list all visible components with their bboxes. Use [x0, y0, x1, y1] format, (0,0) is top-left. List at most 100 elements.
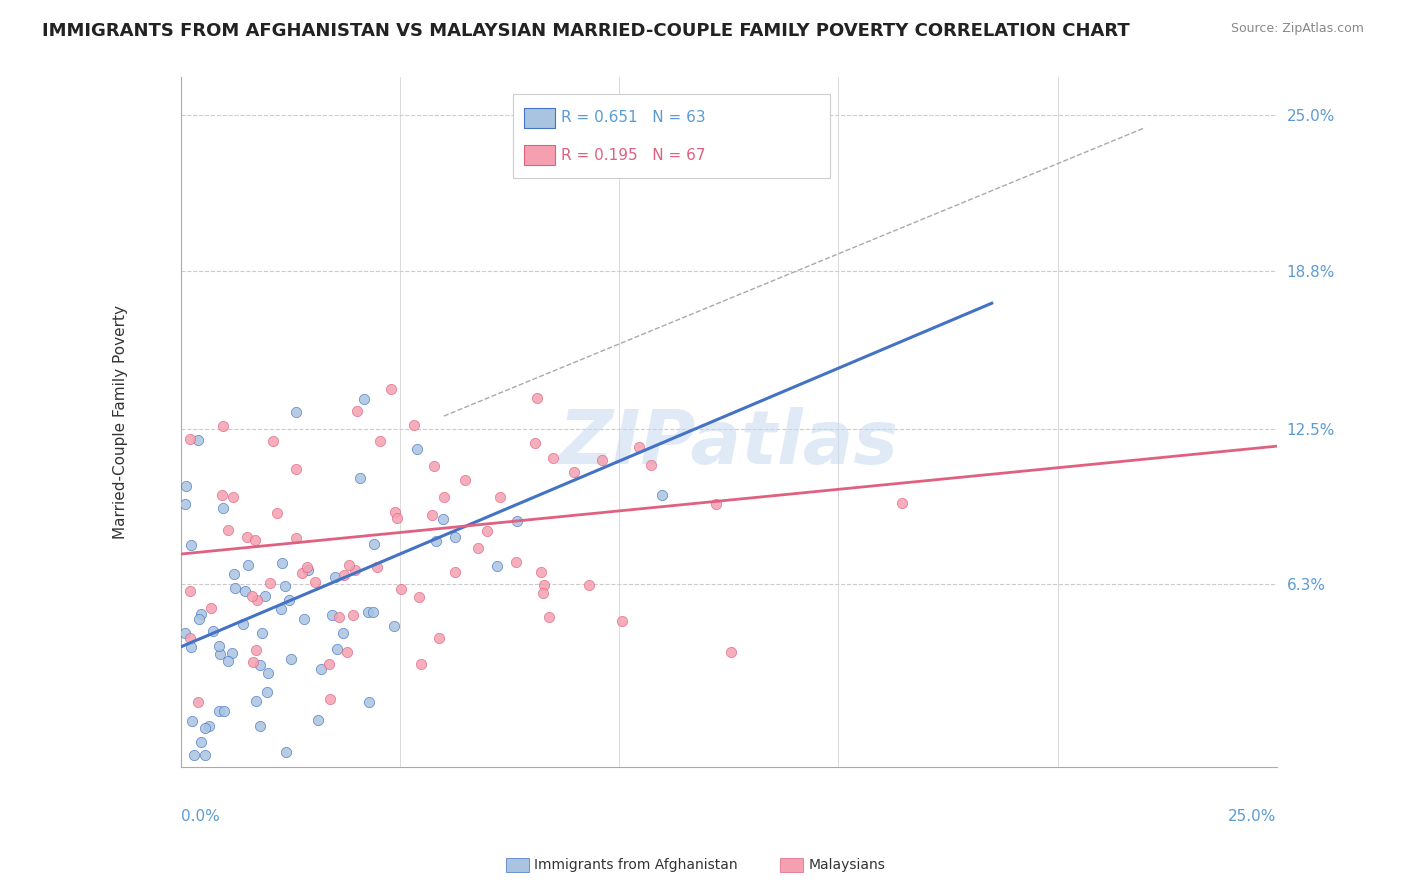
- Point: [276, 745, 298, 759]
- Point: [259, 576, 281, 591]
- Point: [246, 592, 269, 607]
- Point: [380, 382, 402, 396]
- Point: [270, 602, 292, 616]
- Text: Source: ZipAtlas.com: Source: ZipAtlas.com: [1230, 22, 1364, 36]
- Point: [486, 559, 509, 574]
- Point: [720, 645, 742, 659]
- Point: [337, 558, 360, 573]
- Point: [201, 624, 224, 638]
- Point: [236, 558, 259, 573]
- Point: [174, 498, 197, 512]
- Point: [190, 735, 212, 749]
- Point: [506, 514, 529, 528]
- Point: [651, 488, 673, 502]
- Point: [274, 579, 297, 593]
- Point: [309, 661, 332, 675]
- Point: [197, 719, 219, 733]
- Point: [187, 695, 209, 709]
- Point: [489, 490, 512, 504]
- Point: [562, 465, 585, 479]
- Point: [194, 747, 217, 762]
- Point: [256, 666, 278, 681]
- Text: 0.0%: 0.0%: [181, 809, 219, 823]
- Point: [343, 563, 366, 577]
- Point: [211, 488, 233, 502]
- Point: [233, 584, 256, 599]
- Point: [361, 605, 384, 619]
- Point: [640, 458, 662, 473]
- Point: [467, 541, 489, 555]
- Point: [174, 479, 197, 493]
- Point: [245, 693, 267, 707]
- Point: [209, 648, 232, 662]
- Point: [221, 646, 243, 660]
- Point: [453, 473, 475, 487]
- Point: [262, 434, 284, 448]
- Point: [357, 605, 380, 619]
- Text: IMMIGRANTS FROM AFGHANISTAN VS MALAYSIAN MARRIED-COUPLE FAMILY POVERTY CORRELATI: IMMIGRANTS FROM AFGHANISTAN VS MALAYSIAN…: [42, 22, 1130, 40]
- Point: [179, 584, 201, 599]
- Point: [280, 652, 302, 666]
- Point: [627, 441, 650, 455]
- Text: Immigrants from Afghanistan: Immigrants from Afghanistan: [534, 858, 738, 872]
- Point: [411, 657, 433, 671]
- Point: [443, 530, 465, 544]
- Point: [256, 685, 278, 699]
- Point: [180, 640, 202, 654]
- Point: [194, 721, 217, 735]
- Point: [180, 538, 202, 552]
- Point: [359, 695, 381, 709]
- Point: [297, 563, 319, 577]
- Point: [179, 632, 201, 646]
- Point: [307, 713, 329, 727]
- Point: [541, 451, 564, 466]
- Point: [591, 452, 613, 467]
- Point: [526, 391, 548, 405]
- Point: [425, 534, 447, 549]
- Point: [253, 589, 276, 603]
- Point: [353, 392, 375, 407]
- Point: [232, 617, 254, 632]
- Point: [249, 719, 271, 733]
- Point: [333, 567, 356, 582]
- Point: [384, 505, 406, 519]
- Point: [444, 565, 467, 579]
- Point: [243, 533, 266, 547]
- Point: [236, 530, 259, 544]
- Point: [187, 433, 209, 447]
- Point: [250, 625, 273, 640]
- Text: R = 0.651   N = 63: R = 0.651 N = 63: [561, 111, 706, 125]
- Point: [319, 692, 342, 706]
- Text: R = 0.195   N = 67: R = 0.195 N = 67: [561, 148, 706, 162]
- Point: [242, 655, 264, 669]
- Point: [389, 582, 412, 597]
- Point: [363, 537, 385, 551]
- Point: [292, 612, 315, 626]
- Point: [240, 590, 263, 604]
- Point: [318, 657, 340, 671]
- Point: [326, 641, 349, 656]
- Point: [429, 632, 451, 646]
- Point: [249, 658, 271, 673]
- Point: [266, 506, 288, 520]
- Point: [505, 555, 527, 569]
- Point: [222, 567, 245, 582]
- Point: [704, 497, 727, 511]
- Point: [432, 512, 454, 526]
- Point: [291, 566, 314, 580]
- Point: [423, 459, 446, 474]
- Point: [530, 565, 553, 579]
- Point: [183, 747, 205, 762]
- Point: [224, 582, 246, 596]
- Point: [328, 610, 350, 624]
- Point: [217, 654, 239, 668]
- Text: ZIPatlas: ZIPatlas: [558, 407, 898, 480]
- Point: [284, 531, 307, 545]
- Point: [405, 442, 427, 456]
- Point: [346, 403, 368, 417]
- Point: [174, 626, 197, 640]
- Point: [578, 577, 600, 591]
- Text: Married-Couple Family Poverty: Married-Couple Family Poverty: [112, 305, 128, 540]
- Point: [404, 417, 426, 432]
- Point: [277, 593, 299, 607]
